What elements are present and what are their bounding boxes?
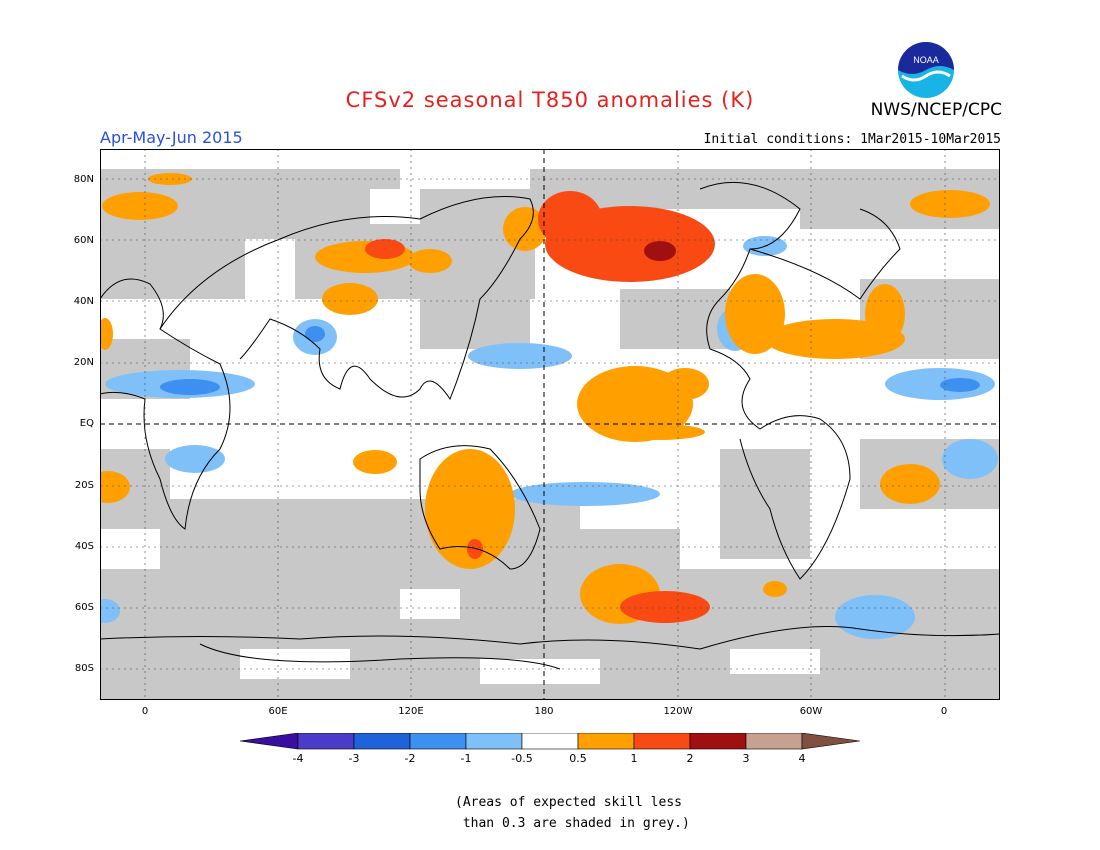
lat-label: 60N [73,235,94,246]
colorbar-segment [240,733,299,750]
initial-conditions-label: Initial conditions: 1Mar2015-10Mar2015 [703,132,1001,147]
lat-label: 40S [74,541,94,552]
colorbar-label: 0.5 [569,752,587,765]
colorbar-label: 4 [798,752,806,765]
lat-label: EQ [79,418,94,429]
colorbar-segment [801,733,861,750]
skill-note-line-2: than 0.3 are shaded in grey.) [455,816,690,831]
gridlines [100,149,1000,700]
colorbar-label: -4 [292,752,304,765]
skill-note: (Areas of expected skill less than 0.3 a… [455,792,690,834]
lat-label: 40N [73,296,94,307]
anomaly-map [100,149,1000,700]
colorbar-label: -1 [460,752,472,765]
skill-note-line-1: (Areas of expected skill less [455,795,682,810]
lat-label: 20S [74,480,94,491]
positive-anomaly-regions [100,173,990,624]
season-label: Apr-May-Jun 2015 [100,128,243,147]
colorbar-label: -2 [404,752,416,765]
colorbar-segment [409,733,467,750]
noaa-logo-icon: NOAA [898,42,954,98]
lat-label: 80S [74,663,94,674]
lon-label: 60E [268,706,288,717]
colorbar-segment [745,733,803,750]
negative-anomaly-regions [100,236,998,639]
lon-label: 0 [141,706,149,717]
colorbar-label: 2 [686,752,694,765]
lon-label: 0 [940,706,948,717]
colorbar-segment [521,733,579,750]
colorbar-label: 1 [630,752,638,765]
lon-label: 180 [534,706,554,717]
colorbar-segment [353,733,411,750]
colorbar-label: -3 [348,752,360,765]
colorbar-segment [689,733,747,750]
colorbar-label: -0.5 [511,752,533,765]
colorbar [240,733,861,750]
svg-text:NOAA: NOAA [913,55,939,65]
lat-label: 20N [73,357,94,368]
lat-label: 60S [74,602,94,613]
colorbar-segment [577,733,635,750]
map-title: CFSv2 seasonal T850 anomalies (K) [345,88,755,112]
colorbar-segment [297,733,355,750]
colorbar-segment [633,733,691,750]
lon-label: 60W [799,706,823,717]
coastlines [100,181,1000,670]
colorbar-label: 3 [742,752,750,765]
colorbar-segment [465,733,523,750]
lon-label: 120W [663,706,693,717]
agency-label: NWS/NCEP/CPC [870,100,1002,120]
lat-label: 80N [73,174,94,185]
lon-label: 120E [398,706,424,717]
